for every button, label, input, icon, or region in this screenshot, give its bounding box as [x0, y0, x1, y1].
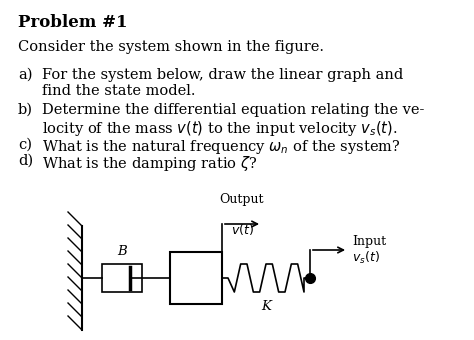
- Text: $v_s(t)$: $v_s(t)$: [352, 250, 380, 266]
- Text: What is the natural frequency $\omega_n$ of the system?: What is the natural frequency $\omega_n$…: [42, 138, 401, 156]
- Text: Input: Input: [352, 236, 386, 249]
- Text: c): c): [18, 138, 32, 152]
- Text: locity of the mass $v(t)$ to the input velocity $v_s(t)$.: locity of the mass $v(t)$ to the input v…: [42, 119, 398, 138]
- Text: K: K: [261, 300, 271, 313]
- Text: a): a): [18, 68, 33, 82]
- Text: What is the damping ratio $\zeta$?: What is the damping ratio $\zeta$?: [42, 154, 257, 173]
- Text: Problem #1: Problem #1: [18, 14, 128, 31]
- Text: $v(t)$: $v(t)$: [230, 222, 254, 237]
- Text: Output: Output: [220, 193, 264, 206]
- Text: b): b): [18, 103, 33, 117]
- Text: Consider the system shown in the figure.: Consider the system shown in the figure.: [18, 40, 324, 54]
- Text: d): d): [18, 154, 33, 168]
- Text: M: M: [188, 271, 204, 285]
- Text: find the state model.: find the state model.: [42, 84, 195, 98]
- Text: B: B: [117, 245, 127, 258]
- Text: For the system below, draw the linear graph and: For the system below, draw the linear gr…: [42, 68, 403, 82]
- Text: Determine the differential equation relating the ve-: Determine the differential equation rela…: [42, 103, 424, 117]
- Bar: [102, 264, 142, 292]
- Bar: [170, 252, 222, 304]
